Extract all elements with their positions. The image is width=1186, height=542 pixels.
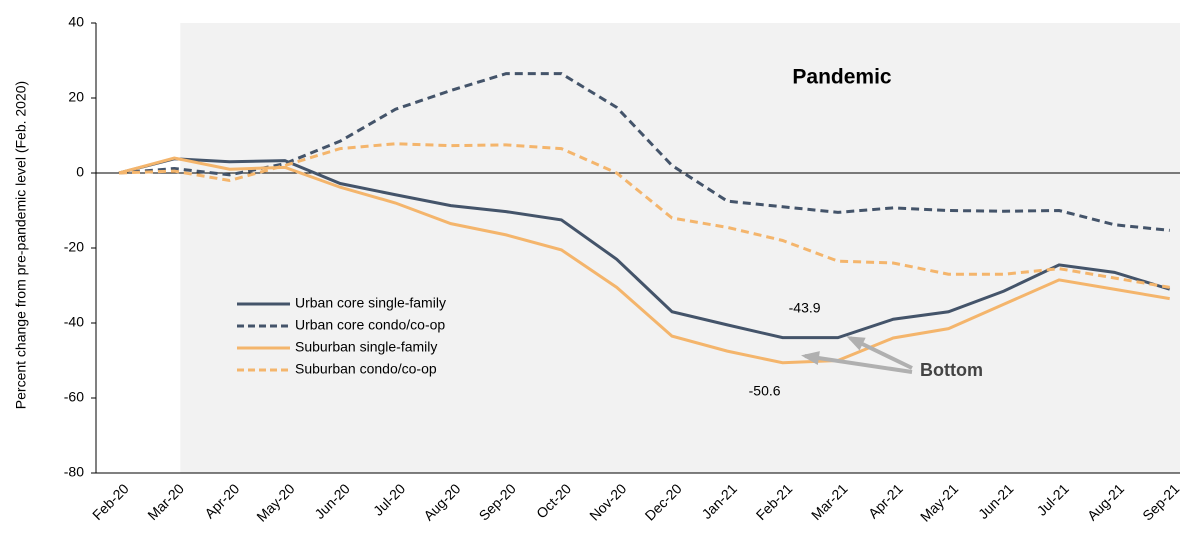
y-tick-label: 40 (68, 14, 84, 30)
x-tick-label: Jul-20 (370, 480, 408, 518)
series-line (118, 156, 1170, 365)
x-tick-label: Aug-20 (420, 480, 463, 523)
x-tick-label: Aug-21 (1084, 480, 1127, 523)
x-tick-label: Dec-20 (642, 480, 685, 523)
arrow-shaft (804, 354, 913, 374)
y-tick-label: -40 (64, 314, 84, 330)
arrow-head (801, 351, 820, 365)
x-tick-label: May-20 (253, 480, 297, 524)
legend-label: Suburban single-family (295, 339, 437, 355)
y-tick-label: 0 (76, 164, 84, 180)
annotation: Bottom (920, 360, 983, 380)
x-tick-label: Apr-20 (201, 480, 242, 521)
arrow-head (846, 336, 866, 351)
pandemic-shade (180, 23, 1181, 473)
y-tick-label: 20 (68, 89, 84, 105)
series-line (118, 72, 1170, 232)
y-axis-label: Percent change from pre-pandemic level (… (13, 81, 29, 409)
shade-label: Pandemic (792, 66, 892, 89)
x-tick-label: Apr-21 (865, 480, 906, 521)
y-tick-label: -60 (64, 389, 84, 405)
x-tick-label: Sep-20 (476, 480, 519, 523)
annotation: -43.9 (789, 299, 821, 315)
y-tick-label: -20 (64, 239, 84, 255)
x-tick-label: Sep-21 (1139, 480, 1182, 523)
x-tick-label: Feb-21 (753, 480, 796, 523)
legend-label: Urban core condo/co-op (295, 317, 445, 333)
annotation: -50.6 (749, 382, 781, 398)
series-line (118, 157, 1171, 340)
x-tick-label: May-21 (917, 480, 961, 524)
x-tick-label: Feb-20 (89, 480, 132, 523)
x-tick-label: Jun-20 (311, 480, 353, 522)
x-tick-label: Nov-20 (586, 480, 629, 523)
x-tick-label: Jul-21 (1034, 480, 1072, 518)
x-tick-label: Mar-20 (144, 480, 187, 523)
legend-label: Urban core single-family (295, 295, 446, 311)
x-tick-label: Oct-20 (533, 480, 574, 521)
y-tick-label: -80 (64, 464, 84, 480)
x-tick-label: Jun-21 (975, 480, 1017, 522)
x-tick-label: Mar-21 (808, 480, 851, 523)
legend-label: Suburban condo/co-op (295, 361, 437, 377)
x-tick-label: Jan-21 (698, 480, 740, 522)
